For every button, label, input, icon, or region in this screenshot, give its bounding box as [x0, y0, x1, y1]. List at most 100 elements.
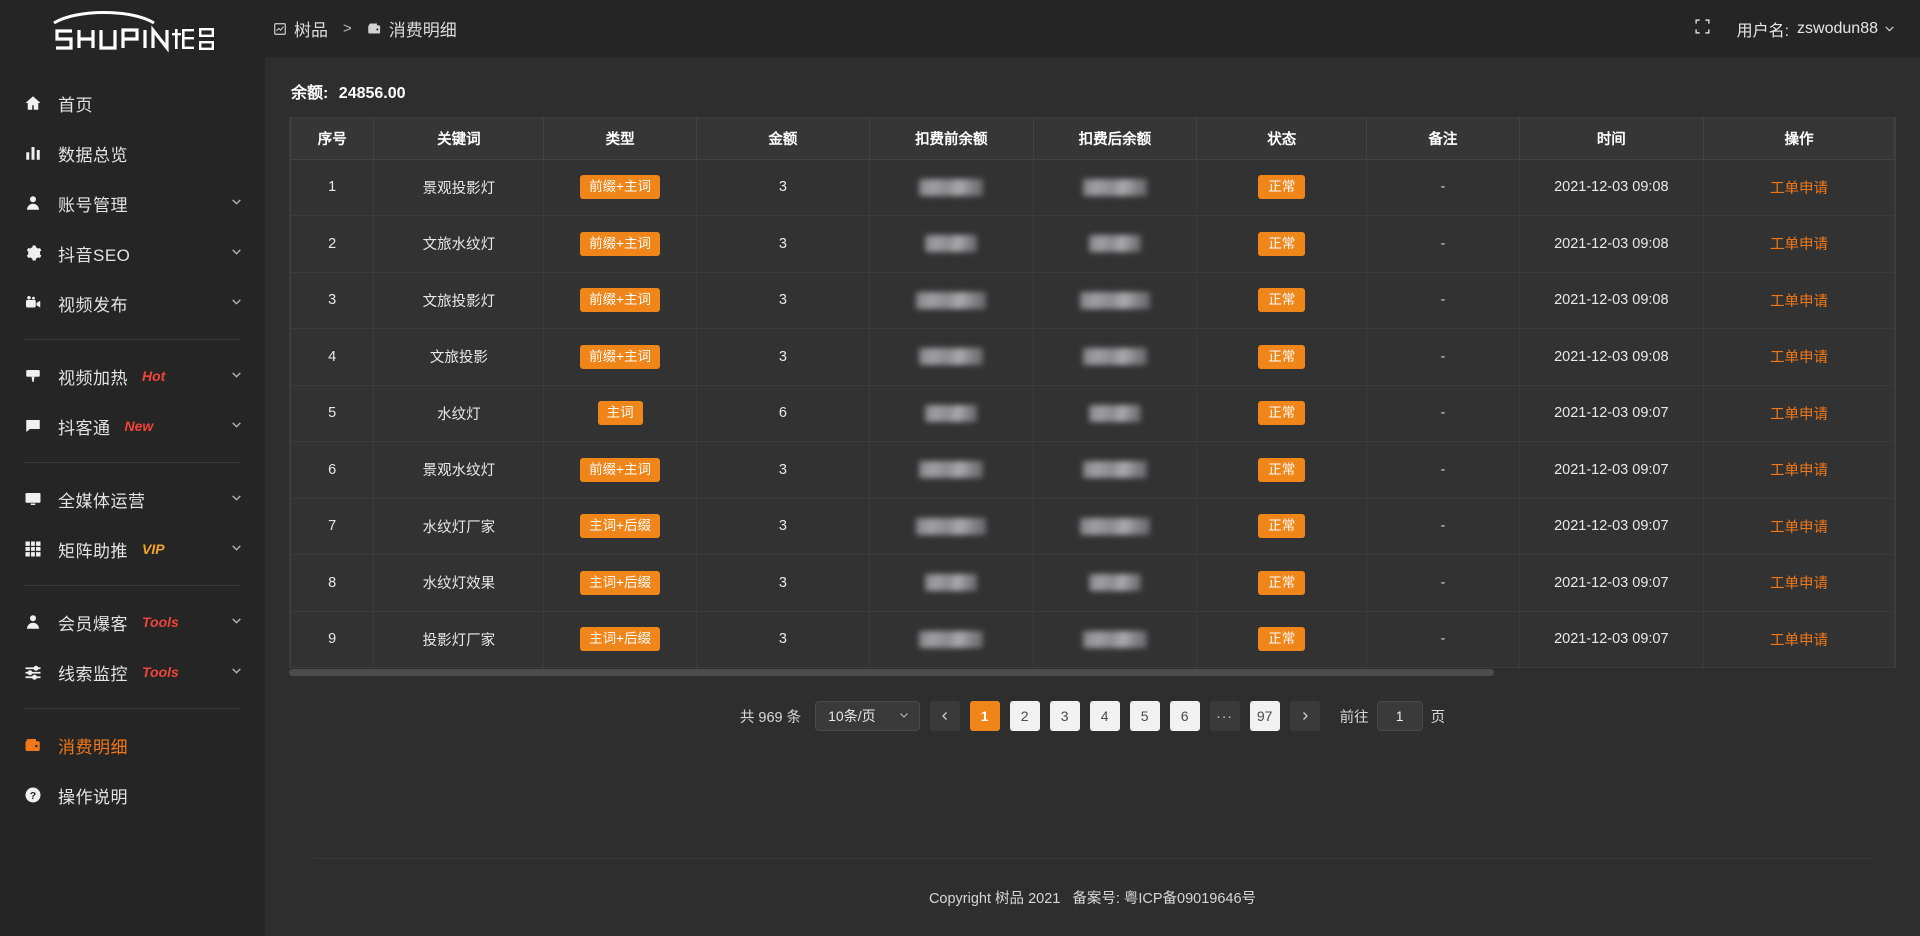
sidebar-item-label: 矩阵助推: [58, 541, 128, 561]
sidebar-item-account-management[interactable]: 账号管理: [0, 178, 265, 228]
chevron-down-icon[interactable]: [230, 664, 243, 680]
col-status: 状态: [1196, 118, 1368, 160]
footer-icp-value: 粤ICP备09019646号: [1123, 891, 1257, 907]
work-order-link[interactable]: 工单申请: [1770, 180, 1829, 197]
scrollbar-thumb[interactable]: [289, 669, 1495, 676]
work-order-link[interactable]: 工单申请: [1770, 519, 1829, 536]
user-menu[interactable]: 用户名: zswodun88: [1737, 17, 1896, 41]
pagination-page-6[interactable]: 6: [1169, 701, 1200, 731]
cell-index: 4: [290, 328, 375, 386]
table-row: 6 景观水纹灯 前缀+主词 3 正常 -2021-12-03 09:07 工单申请: [290, 441, 1895, 499]
cell-keyword: 文旅投影: [373, 328, 545, 386]
cell-keyword: 水纹灯厂家: [373, 498, 545, 555]
sidebar-divider: [24, 585, 241, 586]
goto-page-input[interactable]: [1376, 701, 1423, 731]
page-size-select[interactable]: 10条/页: [815, 701, 920, 731]
sidebar-item-data-overview[interactable]: 数据总览: [0, 128, 265, 178]
wallet-icon: [24, 736, 48, 754]
cell-action: 工单申请: [1703, 554, 1895, 612]
cell-type: 前缀+主词: [543, 328, 697, 386]
sidebar-item-lead-monitoring[interactable]: 线索监控 Tools: [0, 647, 265, 697]
work-order-link[interactable]: 工单申请: [1770, 576, 1829, 593]
redacted-value: [925, 235, 978, 253]
work-order-link[interactable]: 工单申请: [1770, 463, 1829, 480]
pagination-page-4[interactable]: 4: [1089, 701, 1120, 731]
sidebar-item-label: 抖音SEO: [58, 245, 131, 265]
sidebar-item-douyin-seo[interactable]: 抖音SEO: [0, 228, 265, 278]
status-badge: 正常: [1258, 231, 1306, 256]
work-order-link[interactable]: 工单申请: [1770, 350, 1829, 367]
work-order-link[interactable]: 工单申请: [1770, 632, 1829, 649]
redacted-value: [1088, 574, 1141, 592]
redacted-value: [919, 348, 984, 366]
work-order-link[interactable]: 工单申请: [1770, 406, 1829, 423]
chevron-down-icon[interactable]: [230, 491, 243, 507]
sidebar-item-label: 会员爆客: [58, 614, 128, 634]
cell-balance-after: [1032, 272, 1198, 329]
cell-type: 主词+后缀: [543, 554, 697, 612]
type-badge: 前缀+主词: [580, 288, 661, 312]
col-time: 时间: [1518, 118, 1705, 160]
cell-status: 正常: [1196, 611, 1368, 668]
chevron-down-icon[interactable]: [230, 418, 243, 434]
cell-index: 7: [290, 498, 375, 555]
grid-icon: [24, 540, 48, 558]
breadcrumb-item-root[interactable]: 树品: [273, 16, 328, 41]
chevron-down-icon[interactable]: [230, 614, 243, 630]
sidebar-item-omnimedia-operations[interactable]: 全媒体运营: [0, 474, 265, 524]
cell-status: 正常: [1196, 498, 1368, 555]
video-camera-icon: [24, 294, 48, 312]
brand-logo[interactable]: [0, 0, 265, 58]
pagination-page-5[interactable]: 5: [1129, 701, 1160, 731]
fullscreen-icon[interactable]: [1694, 18, 1711, 40]
sidebar-item-matrix-boost[interactable]: 矩阵助推 VIP: [0, 524, 265, 574]
sidebar-item-instructions[interactable]: ? 操作说明: [0, 770, 265, 820]
sidebar-item-douketong[interactable]: 抖客通 New: [0, 401, 265, 451]
cell-type: 前缀+主词: [543, 272, 697, 329]
redacted-value: [1082, 348, 1147, 366]
table-row: 4 文旅投影 前缀+主词 3 正常 -2021-12-03 09:08 工单申请: [290, 328, 1895, 386]
sidebar-item-home[interactable]: 首页: [0, 78, 265, 128]
chevron-down-icon[interactable]: [230, 245, 243, 261]
sidebar-item-badge: VIP: [142, 541, 165, 557]
pagination-next[interactable]: [1289, 701, 1320, 731]
breadcrumb: 树品 > 消费明细: [265, 16, 457, 41]
sidebar-item-video-publish[interactable]: 视频发布: [0, 278, 265, 328]
chevron-down-icon[interactable]: [230, 295, 243, 311]
member-icon: [24, 613, 48, 631]
cell-balance-before: [869, 272, 1034, 329]
pagination-page-2[interactable]: 2: [1009, 701, 1040, 731]
work-order-link[interactable]: 工单申请: [1770, 293, 1829, 310]
sidebar-item-video-boost[interactable]: 视频加热 Hot: [0, 351, 265, 401]
cell-time: 2021-12-03 09:08: [1518, 328, 1705, 386]
sidebar-item-label: 全媒体运营: [58, 491, 146, 511]
sidebar-item-member-boost[interactable]: 会员爆客 Tools: [0, 597, 265, 647]
table-horizontal-scrollbar[interactable]: [289, 668, 1896, 677]
pagination-ellipsis[interactable]: ···: [1209, 701, 1240, 731]
cell-note: -: [1366, 272, 1520, 329]
chevron-down-icon[interactable]: [230, 195, 243, 211]
type-badge: 前缀+主词: [580, 457, 661, 482]
sidebar-item-consumption-details[interactable]: 消费明细: [0, 720, 265, 770]
cell-index: 3: [290, 272, 375, 329]
question-circle-icon: ?: [24, 786, 48, 804]
redacted-value: [1088, 404, 1141, 422]
pagination-page-3[interactable]: 3: [1049, 701, 1080, 731]
pagination-prev[interactable]: [929, 701, 960, 731]
cell-balance-after: [1032, 441, 1198, 499]
cell-note: -: [1366, 554, 1520, 612]
work-order-link[interactable]: 工单申请: [1770, 237, 1829, 254]
cell-type: 主词+后缀: [543, 611, 697, 668]
pagination-page-1[interactable]: 1: [969, 701, 1000, 731]
cell-action: 工单申请: [1703, 159, 1895, 216]
breadcrumb-item-current[interactable]: 消费明细: [367, 16, 457, 41]
balance-label: 余额:: [291, 85, 329, 102]
cell-amount: 3: [695, 328, 871, 386]
cell-index: 9: [290, 611, 375, 668]
chevron-down-icon[interactable]: [230, 368, 243, 384]
cell-balance-after: [1032, 328, 1198, 386]
pagination-page-last[interactable]: 97: [1249, 701, 1280, 731]
chevron-down-icon[interactable]: [230, 541, 243, 557]
sidebar-nav: 首页 数据总览 账号管理 抖音: [0, 58, 265, 820]
status-badge: 正常: [1258, 514, 1306, 538]
